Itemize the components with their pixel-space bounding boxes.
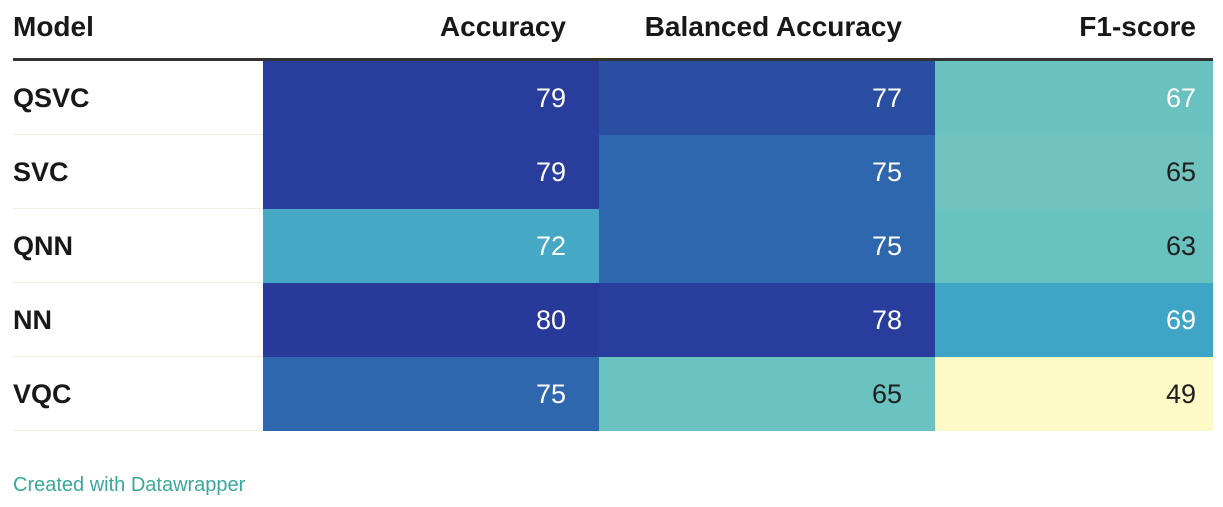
header-f1-score: F1-score [1079,11,1196,42]
value-cell-accuracy: 79 [263,135,599,209]
header-balanced-accuracy: Balanced Accuracy [644,11,902,42]
value-cell-f1-score: 49 [935,357,1213,431]
row-divider [13,134,263,135]
datawrapper-credit[interactable]: Created with Datawrapper [13,474,246,496]
model-name-cell: QNN [13,231,73,261]
model-name-cell: QSVC [13,83,90,113]
model-name-cell: SVC [13,157,69,187]
value-cell-balanced-accuracy: 65 [599,357,935,431]
value-cell-accuracy: 80 [263,283,599,357]
value-cell-f1-score: 65 [935,135,1213,209]
table-row: QSVC 79 77 67 [13,61,1213,135]
value-cell-f1-score: 63 [935,209,1213,283]
table-row: NN 80 78 69 [13,283,1213,357]
table-row: QNN 72 75 63 [13,209,1213,283]
results-table: Model Accuracy Balanced Accuracy F1-scor… [13,0,1213,431]
value-cell-f1-score: 69 [935,283,1213,357]
table-row: SVC 79 75 65 [13,135,1213,209]
value-cell-f1-score: 67 [935,61,1213,135]
value-cell-accuracy: 72 [263,209,599,283]
header-model: Model [13,11,94,42]
header-accuracy: Accuracy [439,11,566,42]
value-cell-accuracy: 79 [263,61,599,135]
table-header: Model Accuracy Balanced Accuracy F1-scor… [13,0,1213,61]
value-cell-balanced-accuracy: 75 [599,209,935,283]
value-cell-balanced-accuracy: 77 [599,61,935,135]
row-divider [13,430,263,431]
table-body: QSVC 79 77 67 SVC 79 75 65 QNN 72 75 63 NN 80 78 69 VQC 7… [13,61,1213,431]
value-cell-balanced-accuracy: 78 [599,283,935,357]
model-name-cell: NN [13,305,52,335]
value-cell-balanced-accuracy: 75 [599,135,935,209]
row-divider [13,208,263,209]
model-name-cell: VQC [13,379,72,409]
row-divider [13,282,263,283]
value-cell-accuracy: 75 [263,357,599,431]
table-row: VQC 75 65 49 [13,357,1213,431]
row-divider [13,356,263,357]
